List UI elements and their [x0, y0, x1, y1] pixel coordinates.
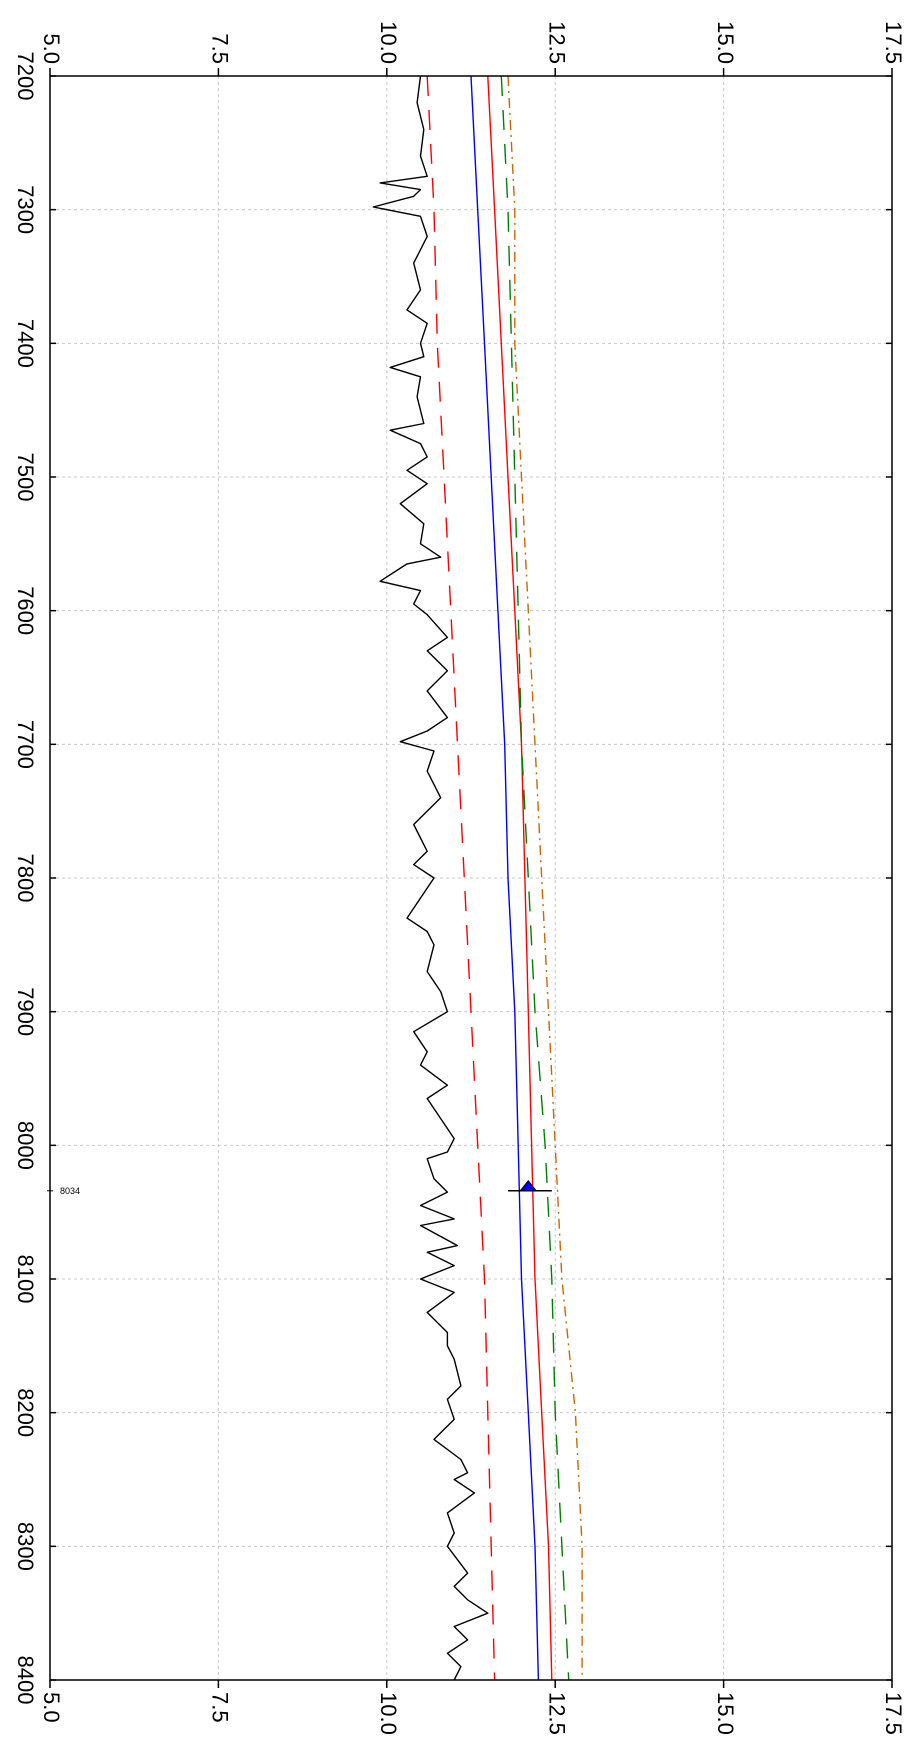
y-tick-label: 7200: [13, 52, 38, 101]
y-tick-label: 7700: [13, 720, 38, 769]
x-tick-label-top: 15.0: [713, 21, 738, 64]
series-line-1: [372, 75, 489, 1681]
x-tick-label-bottom: 17.5: [881, 1692, 906, 1735]
x-tick-label-top: 7.5: [208, 33, 233, 64]
x-tick-label-bottom: 15.0: [713, 1692, 738, 1735]
y-tick-label: 7500: [13, 453, 38, 502]
x-tick-label-top: 10.0: [376, 21, 401, 64]
tick-labels: 5.0 5.0 7.5 7.5 10.0 10.0 12.5 12.5 15.0 15.0 17.5…: [13, 21, 906, 1735]
series-line-4: [487, 75, 553, 1681]
y-tick-label: 8000: [13, 1121, 38, 1170]
y-tick-label: 7900: [13, 987, 38, 1036]
y-tick-label: 7800: [13, 854, 38, 903]
x-tick-label-bottom: 7.5: [208, 1692, 233, 1723]
series-lines: [372, 75, 583, 1681]
depth-marker: 8034: [47, 1179, 552, 1196]
y-tick-label: 7300: [13, 185, 38, 234]
x-tick-label-bottom: 10.0: [376, 1692, 401, 1735]
series-line-2: [426, 75, 496, 1681]
x-tick-label-top: 17.5: [881, 21, 906, 64]
plot-frame: [49, 75, 893, 1681]
y-tick-label: 8300: [13, 1522, 38, 1571]
y-tick-label: 8100: [13, 1255, 38, 1304]
series-line-5: [500, 75, 570, 1681]
x-tick-label-bottom: 5.0: [39, 1692, 64, 1723]
x-tick-label-top: 5.0: [39, 33, 64, 64]
marker-label: 8034: [60, 1186, 80, 1196]
x-tick-label-top: 12.5: [544, 21, 569, 64]
axis-ticks: [49, 68, 893, 1688]
x-tick-label-bottom: 12.5: [544, 1692, 569, 1735]
series-line-3: [470, 75, 540, 1681]
marker-triangle: [519, 1179, 538, 1192]
y-tick-label: 7600: [13, 586, 38, 635]
y-tick-label: 8400: [13, 1656, 38, 1705]
y-tick-label: 7400: [13, 319, 38, 368]
gridlines: [50, 76, 892, 1680]
y-tick-label: 8200: [13, 1388, 38, 1437]
series-line-6: [507, 75, 583, 1680]
